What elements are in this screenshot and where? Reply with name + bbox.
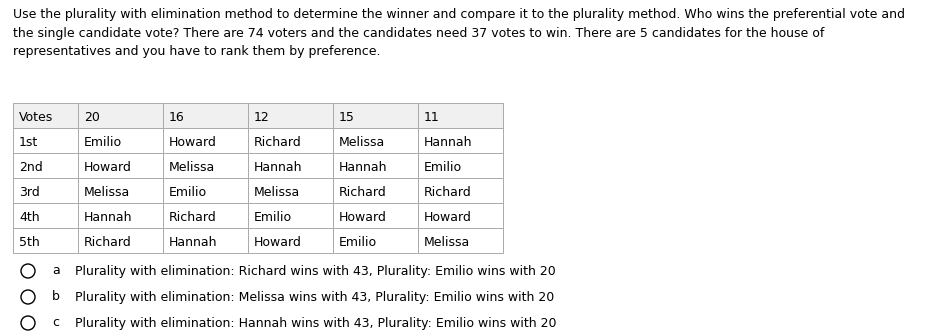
Bar: [248, 103, 333, 128]
Bar: [13, 178, 78, 203]
Text: 12: 12: [254, 111, 270, 124]
Bar: [333, 103, 418, 128]
Text: b: b: [52, 291, 60, 304]
Text: Melissa: Melissa: [84, 186, 130, 199]
Text: Richard: Richard: [424, 186, 472, 199]
Bar: [78, 153, 163, 178]
Text: Emilio: Emilio: [254, 211, 292, 224]
Text: Hannah: Hannah: [339, 161, 388, 174]
Text: Hannah: Hannah: [169, 236, 217, 249]
Text: a: a: [52, 264, 60, 277]
Text: Hannah: Hannah: [254, 161, 302, 174]
Bar: [13, 203, 78, 228]
Text: Melissa: Melissa: [339, 136, 386, 149]
Bar: [163, 153, 248, 178]
Text: Emilio: Emilio: [84, 136, 122, 149]
Bar: [78, 203, 163, 228]
Text: 20: 20: [84, 111, 100, 124]
Text: Howard: Howard: [169, 136, 217, 149]
Bar: [163, 103, 248, 128]
Bar: [333, 153, 418, 178]
Bar: [163, 203, 248, 228]
Text: Richard: Richard: [84, 236, 132, 249]
Bar: [333, 228, 418, 253]
Text: Richard: Richard: [339, 186, 387, 199]
Bar: [13, 128, 78, 153]
Text: Emilio: Emilio: [424, 161, 462, 174]
Text: 15: 15: [339, 111, 355, 124]
Bar: [418, 178, 503, 203]
Bar: [418, 203, 503, 228]
Text: 1st: 1st: [19, 136, 38, 149]
Text: 3rd: 3rd: [19, 186, 39, 199]
Text: Melissa: Melissa: [424, 236, 470, 249]
Text: Melissa: Melissa: [254, 186, 300, 199]
Text: Use the plurality with elimination method to determine the winner and compare it: Use the plurality with elimination metho…: [13, 8, 905, 58]
Text: 5th: 5th: [19, 236, 39, 249]
Text: Howard: Howard: [424, 211, 472, 224]
Bar: [78, 178, 163, 203]
Text: Plurality with elimination: Hannah wins with 43, Plurality: Emilio wins with 20: Plurality with elimination: Hannah wins …: [75, 316, 557, 329]
Bar: [418, 153, 503, 178]
Bar: [248, 178, 333, 203]
Text: Melissa: Melissa: [169, 161, 215, 174]
Bar: [13, 153, 78, 178]
Text: Howard: Howard: [84, 161, 132, 174]
Bar: [163, 178, 248, 203]
Text: Hannah: Hannah: [424, 136, 473, 149]
Bar: [248, 153, 333, 178]
Bar: [333, 128, 418, 153]
Text: 11: 11: [424, 111, 440, 124]
Text: Emilio: Emilio: [169, 186, 207, 199]
Text: Richard: Richard: [169, 211, 217, 224]
Text: Plurality with elimination: Melissa wins with 43, Plurality: Emilio wins with 20: Plurality with elimination: Melissa wins…: [75, 291, 554, 304]
Bar: [163, 228, 248, 253]
Text: Howard: Howard: [339, 211, 387, 224]
Bar: [333, 178, 418, 203]
Bar: [248, 228, 333, 253]
Text: c: c: [52, 316, 59, 329]
Text: 2nd: 2nd: [19, 161, 43, 174]
Bar: [333, 203, 418, 228]
Bar: [13, 103, 78, 128]
Bar: [163, 128, 248, 153]
Text: 16: 16: [169, 111, 184, 124]
Bar: [248, 203, 333, 228]
Bar: [418, 128, 503, 153]
Text: Howard: Howard: [254, 236, 302, 249]
Text: Richard: Richard: [254, 136, 301, 149]
Bar: [13, 228, 78, 253]
Text: Plurality with elimination: Richard wins with 43, Plurality: Emilio wins with 20: Plurality with elimination: Richard wins…: [75, 264, 556, 277]
Text: Hannah: Hannah: [84, 211, 133, 224]
Text: Emilio: Emilio: [339, 236, 377, 249]
Bar: [248, 128, 333, 153]
Bar: [78, 128, 163, 153]
Bar: [418, 103, 503, 128]
Text: 4th: 4th: [19, 211, 39, 224]
Bar: [418, 228, 503, 253]
Text: Votes: Votes: [19, 111, 53, 124]
Bar: [78, 103, 163, 128]
Bar: [78, 228, 163, 253]
